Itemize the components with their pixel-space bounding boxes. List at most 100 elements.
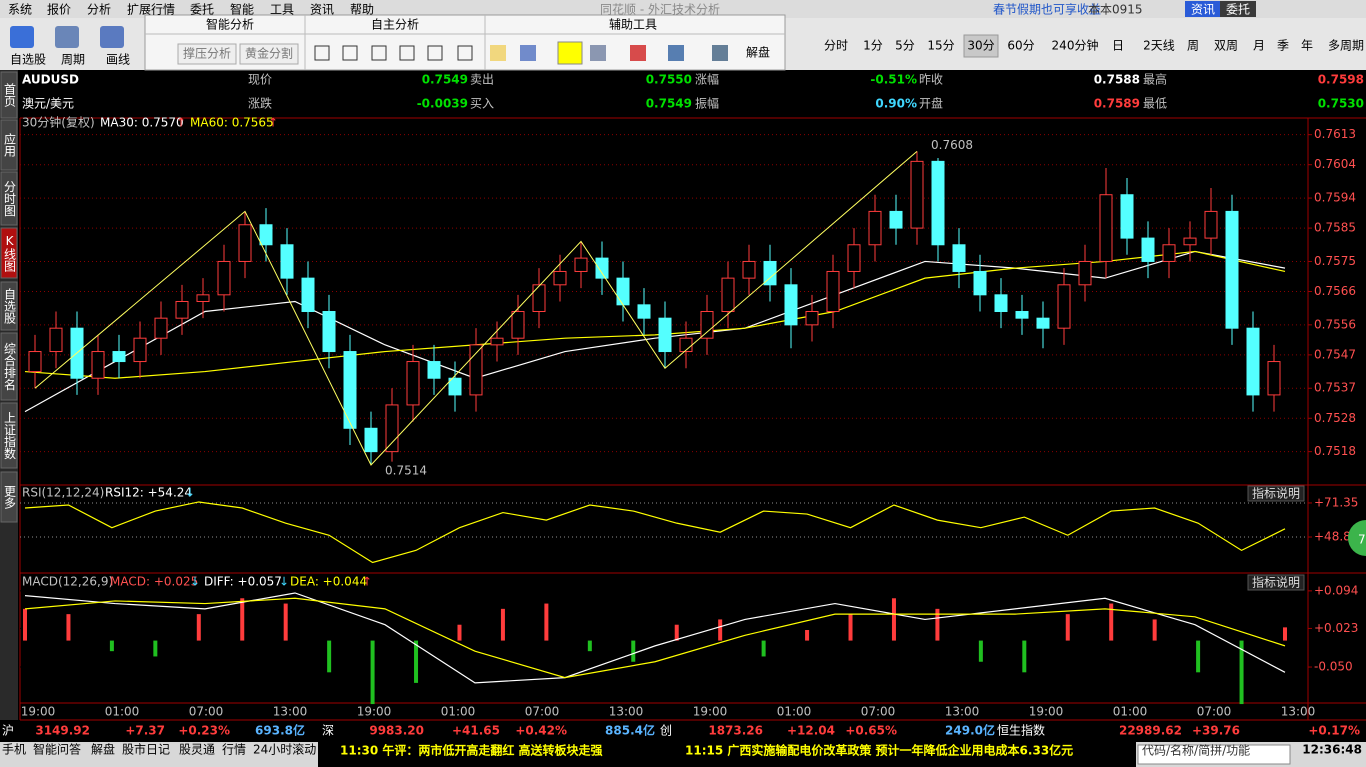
news-item[interactable]: 11:15 广西实施输配电价改革政策 预计一年降低企业用电成本6.33亿元 <box>685 743 1073 758</box>
period[interactable]: 60分 <box>1007 39 1034 53</box>
period[interactable]: 5分 <box>895 39 915 53</box>
status-button[interactable]: 行情 <box>222 743 246 757</box>
aux-tool[interactable] <box>490 45 506 61</box>
aux-tool[interactable] <box>712 45 728 61</box>
top-button-label[interactable]: 资讯 <box>1191 3 1215 17</box>
status-button[interactable]: 智能问答 <box>33 742 81 757</box>
menu-item[interactable]: 报价 <box>47 2 71 17</box>
tool-icon[interactable] <box>100 26 124 48</box>
draw-tool[interactable] <box>342 45 358 61</box>
status-button[interactable]: 24小时滚动 <box>253 742 316 757</box>
sidebar-tab[interactable] <box>0 332 18 401</box>
draw-tool[interactable] <box>399 45 415 61</box>
status-button[interactable]: 股市日记 <box>122 742 170 757</box>
panel-button-label[interactable]: 黄金分割 <box>245 46 293 61</box>
quote-value: 0.7549 <box>646 97 692 111</box>
sidebar-label[interactable]: 首页 <box>3 83 17 108</box>
period[interactable]: 日 <box>1112 39 1124 53</box>
draw-tool[interactable] <box>427 45 443 61</box>
x-tick-label: 13:00 <box>1281 705 1316 719</box>
sidebar-tab[interactable] <box>0 171 18 226</box>
period[interactable]: 1分 <box>863 39 883 53</box>
candle-body <box>574 257 588 272</box>
sidebar-label[interactable]: 应用 <box>3 132 17 158</box>
trend-zigzag <box>34 150 918 466</box>
menu-item[interactable]: 帮助 <box>350 3 374 17</box>
tool-icon[interactable] <box>10 26 34 48</box>
period[interactable]: 周 <box>1187 39 1199 53</box>
sidebar-label[interactable]: K线图 <box>3 234 17 272</box>
menu-item[interactable]: 系统 <box>8 3 32 17</box>
macd-bar <box>414 640 419 683</box>
draw-tool[interactable] <box>371 45 387 61</box>
top-button-label[interactable]: 委托 <box>1226 3 1250 17</box>
search-box[interactable] <box>1137 744 1291 765</box>
panel-button-label[interactable]: 撑压分析 <box>183 46 231 61</box>
candle-body <box>595 257 609 279</box>
aux-tool[interactable] <box>668 45 684 61</box>
period[interactable]: 多周期 <box>1328 39 1364 53</box>
sidebar-tab[interactable] <box>0 402 18 469</box>
sidebar-label[interactable]: 上证指数 <box>3 411 17 460</box>
period[interactable]: 月 <box>1253 39 1265 53</box>
top-button[interactable] <box>1220 1 1256 17</box>
period[interactable]: 30分 <box>967 39 994 53</box>
news-item[interactable]: 11:30 午评：两市低开高走翻红 高送转板块走强 <box>340 743 603 758</box>
y-tick-label: -0.050 <box>1314 660 1353 674</box>
promo[interactable]: 春节假期也可享收益 <box>993 2 1101 17</box>
menu-item[interactable]: 工具 <box>270 3 294 17</box>
period[interactable]: 分时 <box>824 39 848 53</box>
help-label[interactable]: 指标说明 <box>1252 575 1300 590</box>
tool-label[interactable]: 自选股 <box>10 53 46 67</box>
candle-body <box>1246 327 1260 396</box>
quote-value: 0.7589 <box>1094 97 1140 111</box>
tool-icon[interactable] <box>55 26 79 48</box>
badge-label: 72 <box>1358 533 1366 547</box>
color-picker[interactable] <box>557 41 583 65</box>
candle-body <box>217 260 231 296</box>
period[interactable]: 15分 <box>927 39 954 53</box>
x-tick-label: 19:00 <box>693 705 728 719</box>
sidebar-label[interactable]: 自选股 <box>3 288 17 325</box>
panel-button-label[interactable]: 解盘 <box>746 45 770 60</box>
period[interactable]: 年 <box>1301 39 1313 53</box>
sidebar-tab[interactable] <box>0 227 18 279</box>
panel-tab[interactable]: 辅助工具 <box>609 18 657 32</box>
menu-item[interactable]: 分析 <box>87 3 111 17</box>
sidebar-tab[interactable] <box>0 281 18 331</box>
sidebar-label[interactable]: 综合排名 <box>3 342 17 390</box>
help-label[interactable]: 指标说明 <box>1252 486 1300 501</box>
sidebar-tab[interactable] <box>0 71 18 119</box>
tool-label[interactable]: 周期 <box>61 53 85 67</box>
sidebar-label[interactable]: 分时图 <box>3 180 17 216</box>
index-name: 深 <box>322 724 334 738</box>
status-button[interactable]: 股灵通 <box>179 743 215 757</box>
period[interactable]: 2天线 <box>1143 39 1175 53</box>
help-button[interactable] <box>1247 485 1305 502</box>
period[interactable]: 季 <box>1277 39 1289 53</box>
period[interactable]: 240分钟 <box>1052 38 1099 53</box>
help-button[interactable] <box>1247 574 1305 591</box>
sidebar-tab[interactable] <box>0 119 18 171</box>
panel-button[interactable] <box>177 43 237 65</box>
menu-item[interactable]: 智能 <box>230 2 254 17</box>
draw-tool[interactable] <box>314 45 330 61</box>
sidebar-tab[interactable] <box>0 471 18 523</box>
status-button[interactable]: 手机 <box>2 743 26 757</box>
menu-item[interactable]: 扩展行情 <box>127 3 175 17</box>
period[interactable]: 双周 <box>1214 39 1238 53</box>
aux-tool[interactable] <box>520 45 536 61</box>
top-button[interactable] <box>1185 1 1221 17</box>
panel-tab[interactable]: 智能分析 <box>206 17 254 32</box>
status-button[interactable]: 解盘 <box>91 742 115 757</box>
menu-item[interactable]: 资讯 <box>310 3 334 17</box>
tool-label[interactable]: 画线 <box>106 53 130 67</box>
panel-button[interactable] <box>239 43 299 65</box>
draw-tool[interactable] <box>457 45 473 61</box>
search-placeholder[interactable]: 代码/名称/简拼/功能 <box>1142 743 1250 758</box>
aux-tool[interactable] <box>630 45 646 61</box>
sidebar-label[interactable]: 更多 <box>3 485 17 510</box>
aux-tool[interactable] <box>590 45 606 61</box>
menu-item[interactable]: 委托 <box>190 3 214 17</box>
panel-tab[interactable]: 自主分析 <box>371 18 419 32</box>
